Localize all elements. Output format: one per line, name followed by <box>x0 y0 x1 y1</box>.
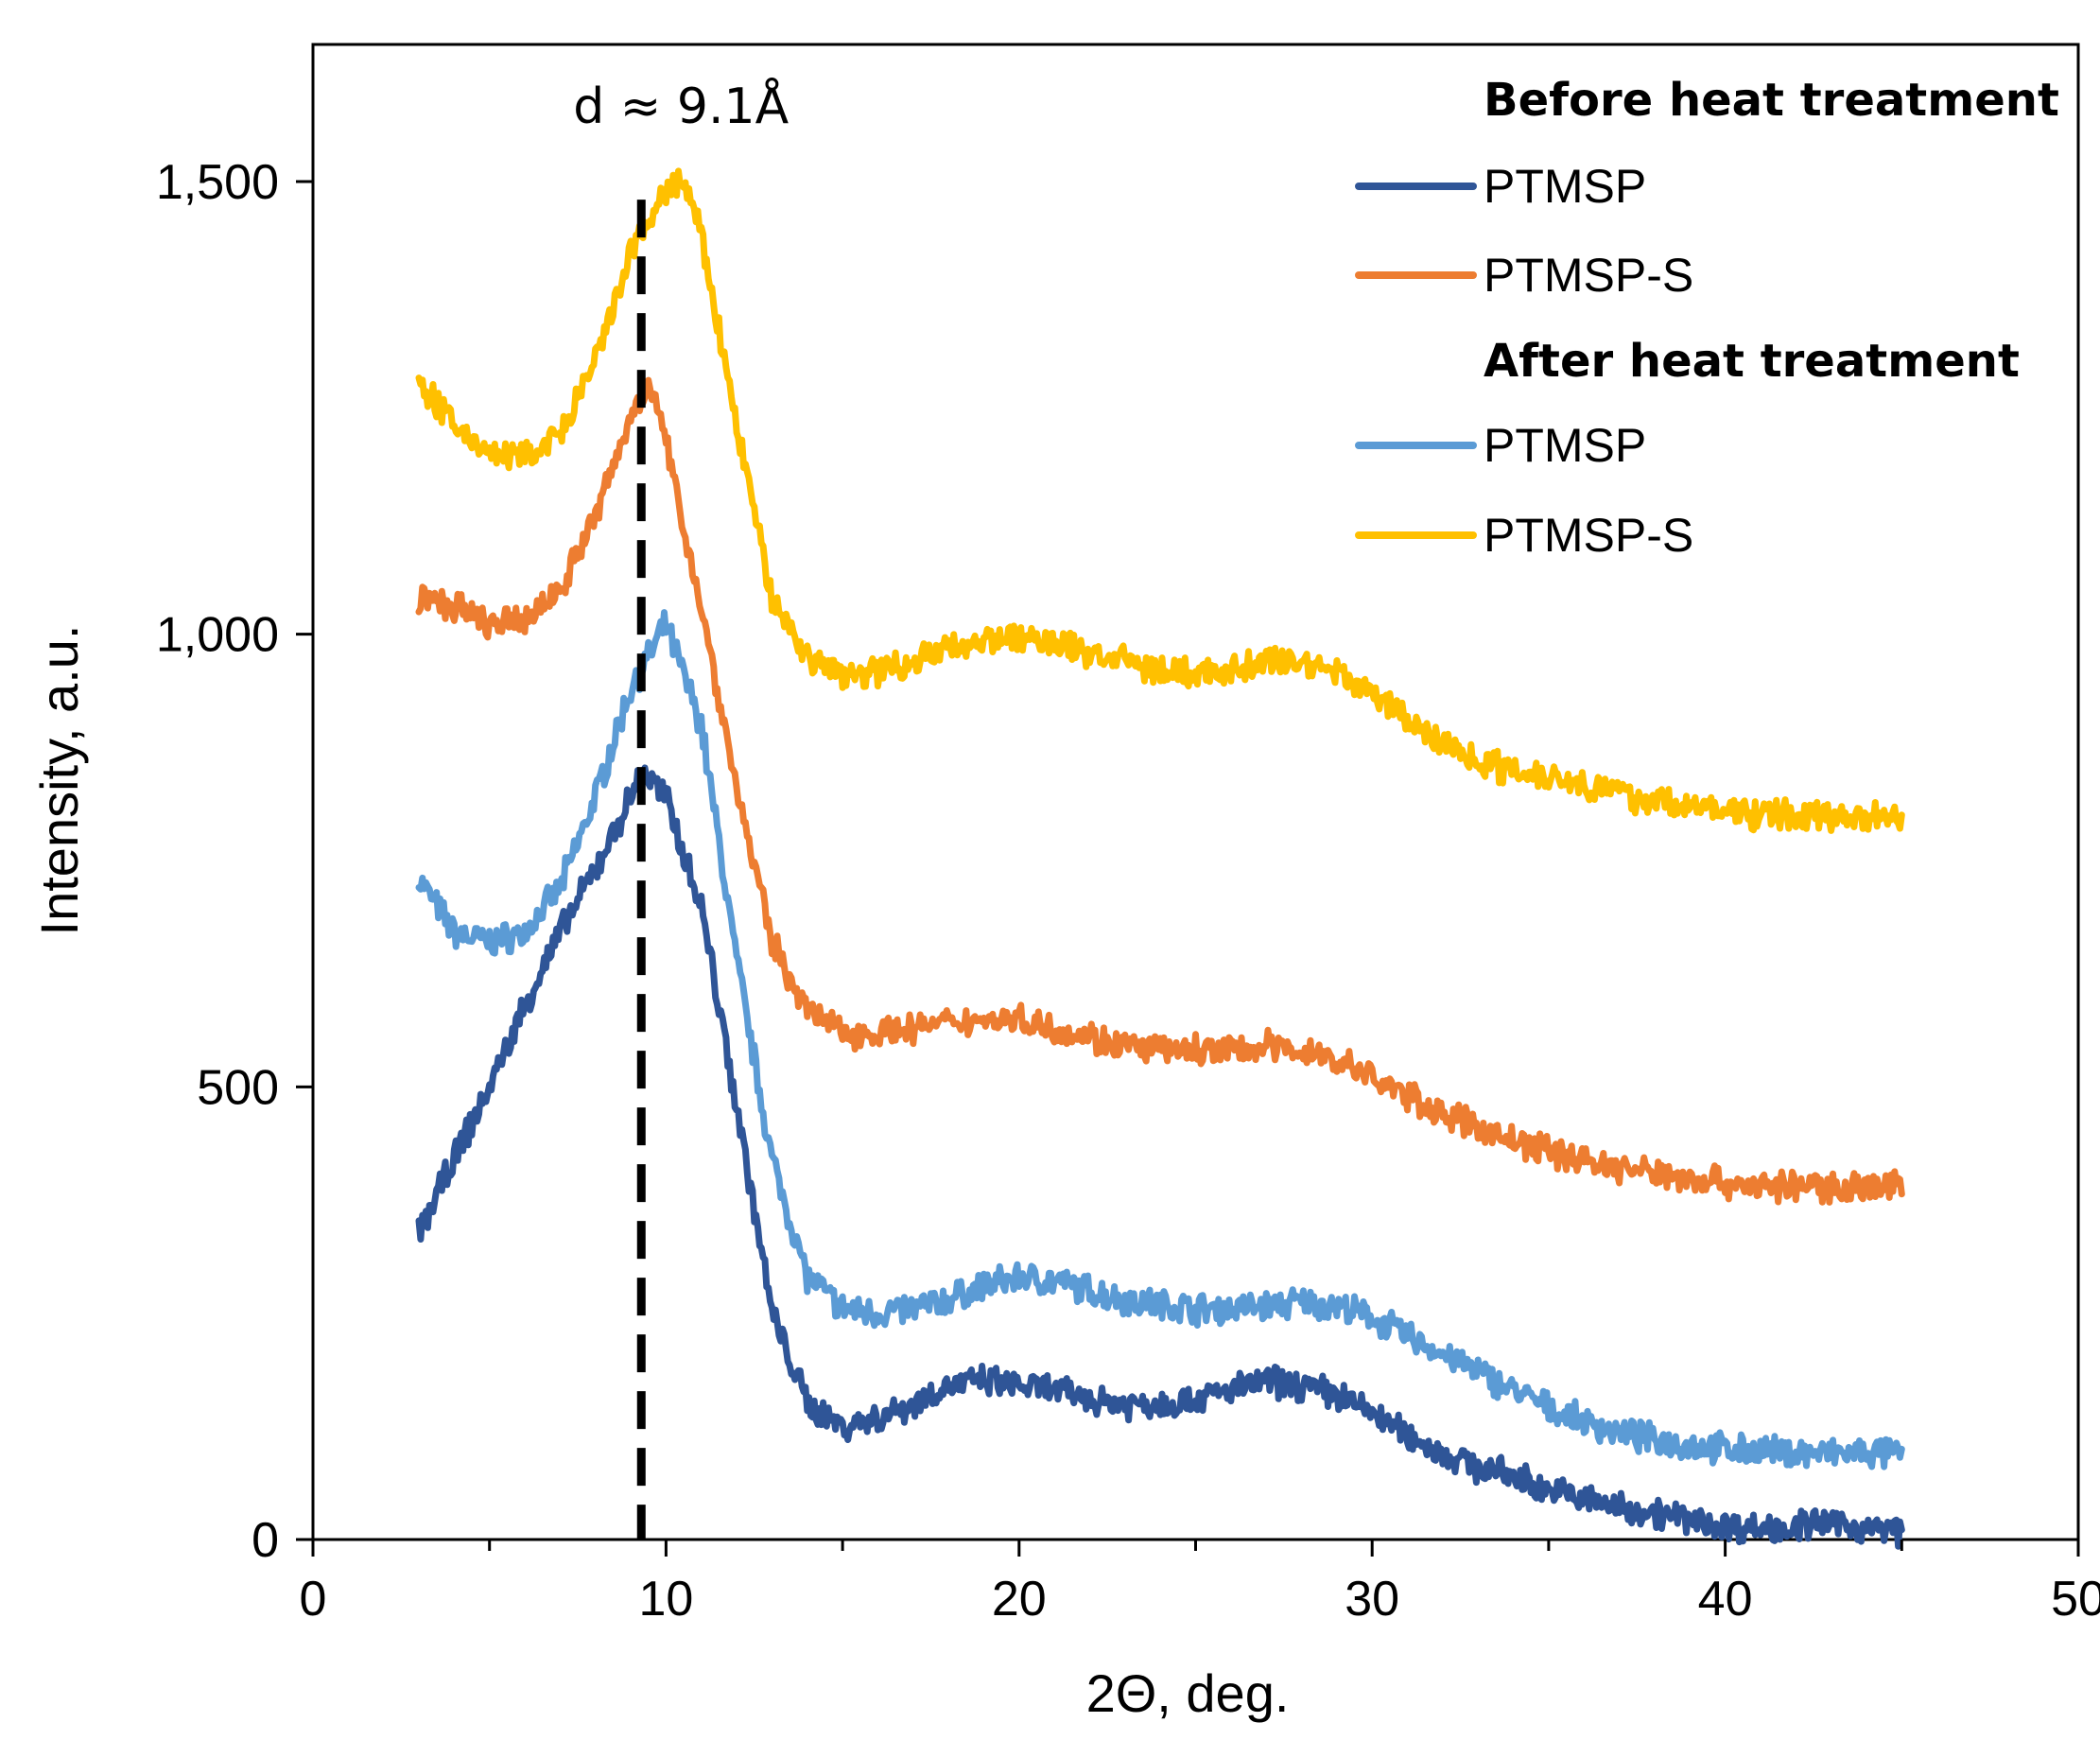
y-axis-title: Intensity, a.u. <box>29 625 89 936</box>
y-tick-label: 500 <box>197 1060 279 1115</box>
y-tick-label: 0 <box>252 1513 279 1568</box>
series-line <box>415 764 1905 1550</box>
peak-annotation: d ≈ 9.1Å <box>573 77 789 135</box>
series-line <box>415 376 1905 1206</box>
y-tick-label: 1,000 <box>156 608 279 663</box>
series-layer <box>415 167 1905 1550</box>
legend-group-after: After heat treatment <box>1484 335 2020 388</box>
legend-group-before: Before heat treatment <box>1484 74 2059 127</box>
x-axis-title: 2Θ, deg. <box>1086 1663 1290 1723</box>
legend-label: PTMSP-S <box>1484 249 1693 302</box>
series-line <box>415 609 1905 1470</box>
series-line <box>415 167 1905 834</box>
x-tick-label: 0 <box>300 1572 327 1627</box>
legend-label: PTMSP-S <box>1484 509 1693 562</box>
x-tick-label: 20 <box>992 1572 1047 1627</box>
legend-label: PTMSP <box>1484 160 1646 213</box>
x-tick-label: 10 <box>638 1572 693 1627</box>
legend-label: PTMSP <box>1484 419 1646 472</box>
legend: Before heat treatment After heat treatme… <box>1355 74 2059 562</box>
annotation-layer: d ≈ 9.1Å <box>573 77 790 1540</box>
y-tick-label: 1,500 <box>156 155 279 210</box>
x-tick-label: 30 <box>1345 1572 1399 1627</box>
x-tick-label: 40 <box>1698 1572 1753 1627</box>
x-tick-label: 50 <box>2051 1572 2100 1627</box>
